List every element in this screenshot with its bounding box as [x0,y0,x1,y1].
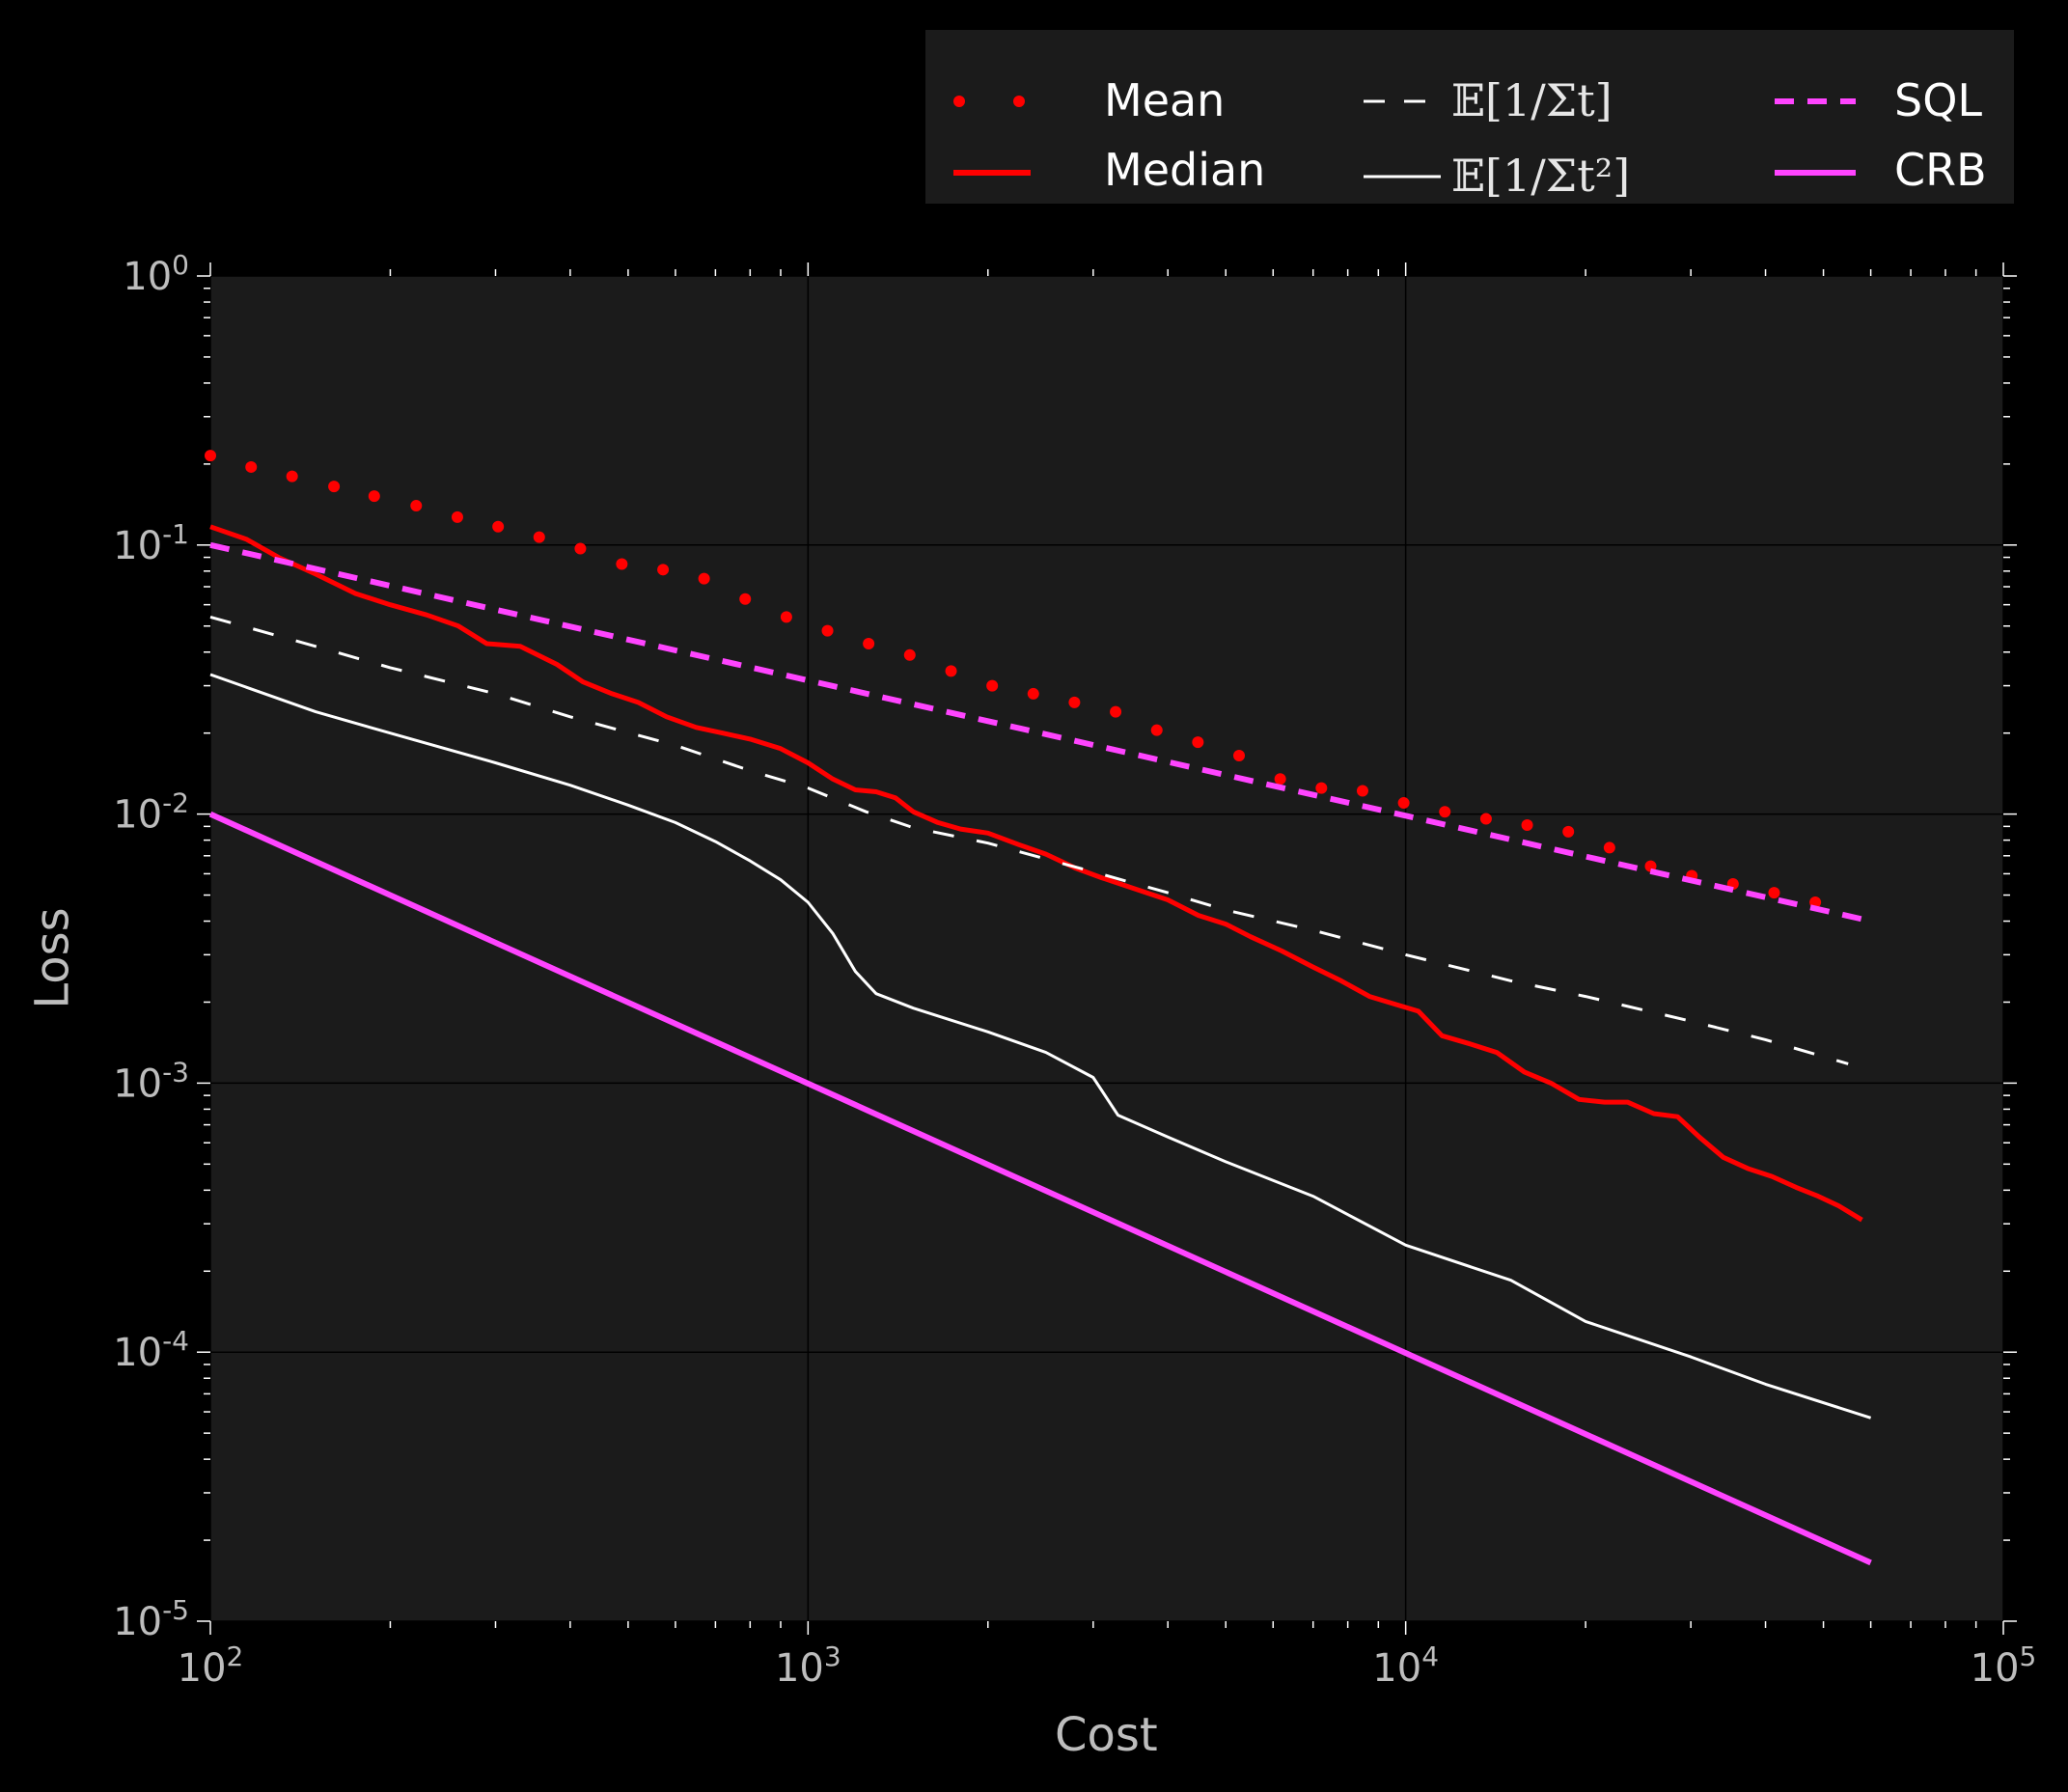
axis-ticks [197,262,2017,1635]
mean-marker [205,450,216,462]
mean-marker [1192,736,1204,749]
mean-marker [1479,813,1492,825]
plot-area [210,276,2003,1621]
mean-marker [1068,696,1081,708]
mean-marker [739,593,752,605]
y-tick-label: 10-2 [113,787,189,838]
legend-label-sql: SQL [1894,74,1983,126]
mean-marker [986,679,999,692]
mean-marker [1150,724,1163,736]
x-tick-label: 103 [775,1640,841,1691]
legend-swatch-inv-sum-t2 [1364,175,1441,179]
mean-marker [1274,773,1286,786]
mean-marker [368,490,380,503]
mean-marker [1397,797,1410,810]
mean-marker [1562,825,1575,838]
legend-swatch-inv-sum-t [1364,99,1441,103]
legend-label-median: Median [1104,144,1266,196]
y-tick-label: 10-5 [113,1594,189,1644]
mean-marker [410,500,423,512]
series-line--1-t- [209,673,1872,1420]
legend-label-mean: Mean [1104,74,1226,126]
mean-marker [903,648,916,661]
mean-marker [616,558,628,570]
grid-lines [209,275,2004,1622]
y-tick-label: 10-4 [113,1325,189,1375]
mean-marker [1356,785,1368,797]
mean-marker [328,481,341,493]
mean-marker [821,624,834,637]
tick-labels: 102 103 104 105 10-5 10-4 10-3 10-2 10-1 100 [113,249,2036,1691]
x-axis-label: Cost [1055,1708,1158,1762]
legend-swatch-sql [1775,98,1856,104]
mean-marker [657,564,670,576]
mean-marker [286,470,298,482]
series-layer [205,450,1872,1566]
y-axis-label: Loss [25,907,80,1009]
mean-marker [492,520,505,533]
x-tick-label: 105 [1971,1640,2037,1691]
mean-marker [1603,841,1615,854]
x-tick-label: 102 [178,1640,244,1691]
mean-marker [1315,782,1328,794]
legend-swatch-crb [1775,170,1856,176]
mean-marker [698,572,710,585]
mean-marker [1110,705,1122,718]
mean-marker [533,531,545,543]
x-tick-label: 104 [1372,1640,1439,1691]
legend-label-crb: CRB [1894,144,1987,196]
series-line--1-t- [209,615,1849,1065]
legend-label-inv-sum-t: 𝔼[1/Σt] [1451,74,1613,126]
mean-marker [945,665,957,677]
mean-marker [780,611,792,623]
mean-marker [574,542,587,555]
y-tick-label: 10-1 [113,518,189,568]
y-tick-label: 10-3 [113,1056,189,1106]
mean-marker [451,510,463,523]
mean-marker [1768,887,1780,899]
legend: Mean Median 𝔼[1/Σt] 𝔼[1/Σt²] SQL CRB [925,30,2014,204]
legend-swatch-mean [953,96,1025,107]
mean-marker [1439,806,1451,818]
legend-swatch-median [953,170,1031,176]
mean-marker [1233,749,1246,761]
legend-label-inv-sum-t2: 𝔼[1/Σt²] [1451,150,1631,202]
mean-marker [1521,819,1533,832]
mean-marker [245,460,258,473]
y-tick-label: 100 [123,249,189,299]
series-line-crb [208,811,1872,1566]
series-line-sql [209,541,1872,924]
mean-marker [863,637,875,649]
mean-marker [1027,687,1039,700]
